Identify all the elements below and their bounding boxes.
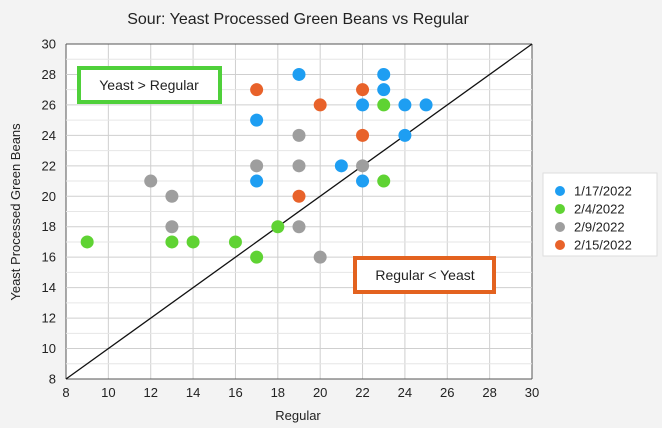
annotation-yeast-greater: Yeast > Regular — [77, 66, 222, 104]
data-point-series-2 — [80, 235, 94, 249]
data-point-series-4 — [356, 128, 370, 142]
y-tick-label: 12 — [42, 311, 56, 326]
data-point-series-1 — [250, 174, 264, 188]
legend-label: 2/9/2022 — [574, 220, 625, 235]
data-point-series-1 — [356, 174, 370, 188]
data-point-series-1 — [419, 98, 433, 112]
data-points — [80, 67, 433, 264]
y-axis-label: Yeast Processed Green Beans — [8, 123, 23, 301]
annotation-box — [77, 66, 222, 104]
data-point-series-3 — [292, 220, 306, 234]
legend-marker — [555, 222, 565, 232]
x-tick-label: 8 — [62, 385, 69, 400]
x-tick-label: 12 — [143, 385, 157, 400]
data-point-series-2 — [250, 250, 264, 264]
annotation-text: Regular < Yeast — [375, 267, 474, 283]
y-tick-labels: 8 10 12 14 16 18 20 22 24 26 28 30 — [42, 37, 56, 387]
x-tick-label: 26 — [440, 385, 454, 400]
annotation-regular-less: Regular < Yeast — [353, 256, 496, 294]
x-tick-label: 10 — [101, 385, 115, 400]
data-point-series-4 — [250, 83, 264, 97]
x-tick-label: 20 — [313, 385, 327, 400]
data-point-series-1 — [356, 98, 370, 112]
legend: 1/17/2022 2/4/2022 2/9/2022 2/15/2022 — [542, 172, 658, 257]
data-point-series-1 — [292, 67, 306, 81]
data-point-series-3 — [144, 174, 158, 188]
data-point-series-3 — [165, 220, 179, 234]
x-axis-label: Regular — [275, 408, 321, 423]
data-point-series-3 — [250, 159, 264, 173]
data-point-series-1 — [377, 83, 391, 97]
data-point-series-2 — [377, 98, 391, 112]
y-tick-label: 22 — [42, 158, 56, 173]
y-tick-label: 16 — [42, 250, 56, 265]
data-point-series-2 — [228, 235, 242, 249]
legend-marker — [555, 186, 565, 196]
data-point-series-3 — [292, 159, 306, 173]
legend-label: 2/4/2022 — [574, 202, 625, 217]
x-tick-label: 24 — [398, 385, 412, 400]
data-point-series-1 — [398, 128, 412, 142]
data-point-series-4 — [292, 189, 306, 203]
x-tick-label: 30 — [525, 385, 539, 400]
data-point-series-3 — [313, 250, 327, 264]
chart-title: Sour: Yeast Processed Green Beans vs Reg… — [127, 11, 469, 28]
y-tick-label: 26 — [42, 97, 56, 112]
x-tick-labels: 8 10 12 14 16 18 20 22 24 26 28 30 — [62, 385, 539, 400]
data-point-series-3 — [165, 189, 179, 203]
data-point-series-1 — [377, 67, 391, 81]
legend-marker — [555, 240, 565, 250]
x-tick-label: 14 — [186, 385, 200, 400]
y-tick-label: 28 — [42, 67, 56, 82]
data-point-series-1 — [250, 113, 264, 127]
data-point-series-2 — [377, 174, 391, 188]
x-tick-label: 16 — [228, 385, 242, 400]
data-point-series-2 — [165, 235, 179, 249]
annotation-text: Yeast > Regular — [99, 77, 199, 93]
y-tick-label: 20 — [42, 189, 56, 204]
annotation-box — [353, 256, 496, 294]
data-point-series-1 — [334, 159, 348, 173]
data-point-series-2 — [186, 235, 200, 249]
legend-label: 2/15/2022 — [574, 238, 632, 253]
y-tick-label: 24 — [42, 128, 56, 143]
data-point-series-2 — [271, 220, 285, 234]
legend-marker — [555, 204, 565, 214]
y-tick-label: 8 — [49, 372, 56, 387]
diagonal-reference-line — [65, 43, 533, 380]
y-tick-label: 14 — [42, 280, 56, 295]
data-point-series-1 — [398, 98, 412, 112]
x-tick-label: 18 — [271, 385, 285, 400]
y-tick-label: 30 — [42, 37, 56, 52]
x-tick-label: 22 — [355, 385, 369, 400]
y-tick-label: 18 — [42, 219, 56, 234]
data-point-series-3 — [292, 128, 306, 142]
data-point-series-4 — [313, 98, 327, 112]
x-tick-label: 28 — [482, 385, 496, 400]
y-tick-label: 10 — [42, 341, 56, 356]
legend-label: 1/17/2022 — [574, 184, 632, 199]
data-point-series-4 — [356, 83, 370, 97]
data-point-series-3 — [356, 159, 370, 173]
legend-items: 1/17/2022 2/4/2022 2/9/2022 2/15/2022 — [555, 184, 632, 253]
